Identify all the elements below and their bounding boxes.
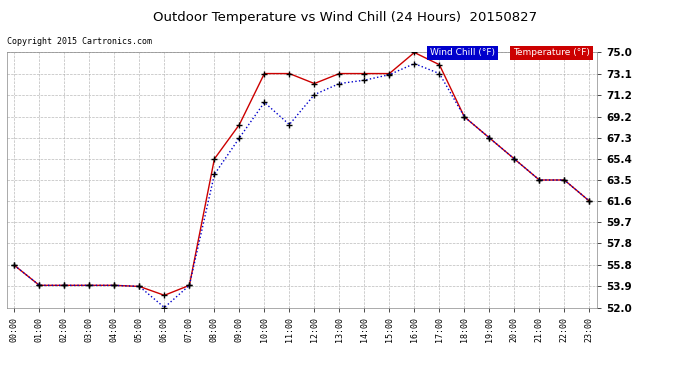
Text: Copyright 2015 Cartronics.com: Copyright 2015 Cartronics.com [7,38,152,46]
Text: Outdoor Temperature vs Wind Chill (24 Hours)  20150827: Outdoor Temperature vs Wind Chill (24 Ho… [153,11,537,24]
Text: Wind Chill (°F): Wind Chill (°F) [430,48,495,57]
Text: Temperature (°F): Temperature (°F) [513,48,590,57]
